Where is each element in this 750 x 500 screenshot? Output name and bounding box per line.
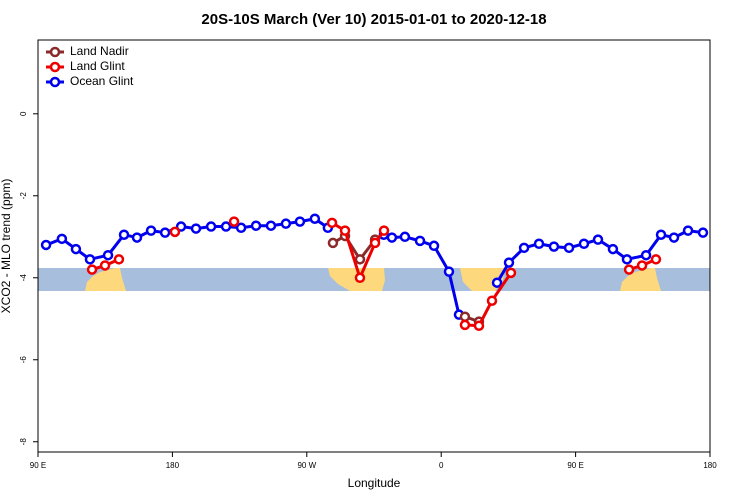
- data-point: [655, 229, 667, 240]
- data-point: [491, 277, 503, 288]
- data-point: [459, 319, 471, 331]
- data-point: [339, 225, 351, 236]
- x-tick-label: 180: [703, 461, 717, 470]
- data-point: [84, 254, 96, 265]
- data-point: [145, 225, 157, 236]
- data-point: [113, 254, 125, 265]
- data-point: [533, 238, 545, 249]
- data-point: [228, 216, 240, 227]
- y-tick-label: -2: [19, 192, 28, 200]
- data-point: [159, 227, 171, 238]
- data-point: [386, 232, 398, 243]
- y-tick-label: 0: [19, 111, 28, 116]
- data-point: [682, 225, 694, 236]
- series-line: [464, 272, 513, 328]
- x-tick-label: 180: [166, 461, 180, 470]
- data-point: [650, 254, 662, 265]
- data-point: [473, 320, 485, 331]
- x-tick-label: 0: [439, 461, 444, 470]
- legend-label: Ocean Glint: [70, 74, 134, 88]
- data-point: [118, 229, 130, 240]
- data-point: [70, 243, 82, 255]
- data-point: [697, 227, 709, 238]
- data-point: [503, 257, 515, 268]
- y-tick-label: -6: [19, 356, 28, 364]
- legend-marker: [49, 76, 61, 88]
- y-axis-label: XCO2 - MLO trend (ppm): [0, 179, 13, 314]
- x-tick-label: 90 E: [30, 461, 46, 470]
- data-point: [369, 237, 381, 249]
- legend-label: Land Glint: [70, 59, 125, 73]
- data-point: [175, 221, 187, 232]
- data-point: [235, 222, 247, 234]
- data-point: [518, 242, 530, 254]
- legend-marker: [49, 61, 61, 73]
- land-australia: [85, 268, 126, 291]
- data-point: [250, 220, 262, 231]
- data-point: [354, 254, 366, 265]
- plot-frame: [37, 39, 711, 453]
- data-point: [668, 232, 680, 243]
- data-point: [86, 264, 98, 275]
- data-point: [636, 260, 648, 271]
- data-point: [131, 232, 143, 243]
- legend-label: Land Nadir: [70, 44, 129, 58]
- data-point: [623, 264, 635, 275]
- data-point: [548, 241, 560, 252]
- data-point: [99, 260, 111, 271]
- land-australia-2: [620, 268, 661, 291]
- data-point: [621, 254, 633, 265]
- data-point: [399, 231, 411, 243]
- data-point: [40, 239, 52, 251]
- data-point: [309, 213, 321, 224]
- x-tick-label: 90 E: [567, 461, 583, 470]
- data-point: [280, 218, 292, 229]
- legend-marker: [49, 46, 61, 58]
- x-tick-label: 90 W: [297, 461, 316, 470]
- data-point: [505, 267, 517, 279]
- data-point: [327, 237, 339, 249]
- data-point: [486, 295, 498, 306]
- data-point: [640, 249, 652, 261]
- chart-title: 20S-10S March (Ver 10) 2015-01-01 to 202…: [201, 11, 546, 28]
- data-point: [443, 266, 455, 277]
- data-point: [459, 311, 471, 322]
- series-line: [332, 234, 377, 261]
- data-point: [578, 238, 590, 249]
- data-point: [220, 221, 232, 232]
- data-point: [563, 242, 575, 254]
- data-point: [326, 217, 338, 229]
- data-point: [56, 233, 68, 245]
- y-tick-label: -4: [19, 274, 28, 282]
- data-point: [205, 221, 217, 232]
- x-axis-label: Longitude: [348, 476, 401, 490]
- data-point: [414, 235, 426, 247]
- data-point: [169, 226, 181, 238]
- y-tick-label: -8: [19, 438, 28, 446]
- map-strip: [38, 268, 710, 291]
- data-point: [265, 220, 277, 231]
- data-point: [102, 249, 114, 261]
- data-point: [354, 272, 366, 284]
- data-point: [378, 225, 390, 236]
- data-point: [190, 223, 202, 234]
- data-point: [607, 243, 619, 255]
- data-point: [592, 234, 604, 245]
- data-point: [294, 216, 306, 227]
- data-point: [428, 240, 440, 252]
